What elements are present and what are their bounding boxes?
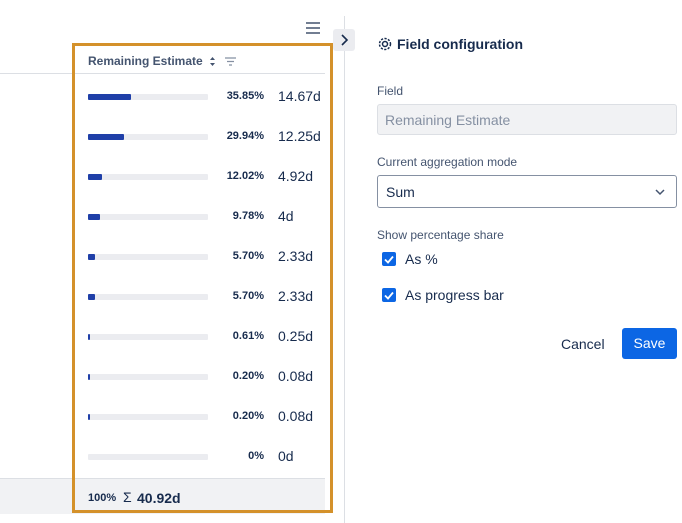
save-button[interactable]: Save — [622, 328, 677, 359]
estimate: 2.33d — [278, 288, 314, 304]
estimate: 2.33d — [278, 248, 314, 264]
progress-track — [88, 294, 208, 300]
highlight-box — [72, 43, 333, 513]
progress-track — [88, 214, 208, 220]
header-border — [0, 73, 325, 74]
estimate: 0d — [278, 448, 294, 464]
footer-total: 40.92d — [137, 490, 181, 506]
share-label: 0% — [248, 450, 264, 462]
check-mark — [384, 291, 394, 300]
share-label: 0.61% — [232, 330, 264, 342]
progress-track — [88, 134, 208, 140]
option-label: As progress bar — [405, 287, 504, 303]
field-value: Remaining Estimate — [385, 112, 511, 128]
share-label: Show percentage share — [377, 228, 504, 242]
mode-value: Sum — [386, 184, 415, 200]
mode-select[interactable]: Sum — [377, 175, 677, 208]
progress-bar — [88, 134, 124, 140]
progress-bar — [88, 414, 90, 420]
estimate: 4d — [278, 208, 294, 224]
progress-bar — [88, 254, 95, 260]
gear-icon — [378, 37, 392, 51]
progress-track — [88, 334, 208, 340]
menu-icon[interactable] — [305, 20, 321, 36]
share-label: 5.70% — [232, 290, 264, 302]
collapse-button[interactable] — [333, 29, 355, 51]
estimate: 4.92d — [278, 168, 314, 184]
progress-track — [88, 254, 208, 260]
share-label: 12.02% — [226, 170, 264, 182]
progress-track — [88, 454, 208, 460]
share-label: 0.20% — [232, 370, 264, 382]
cancel-button[interactable]: Cancel — [561, 336, 605, 352]
estimate: 14.67d — [278, 88, 321, 104]
panel-title: Field configuration — [397, 36, 523, 52]
progress-track — [88, 94, 208, 100]
progress-bar — [88, 214, 100, 220]
estimate: 12.25d — [278, 128, 321, 144]
share-label: 5.70% — [232, 250, 264, 262]
footer-bg — [0, 478, 325, 514]
progress-track — [88, 374, 208, 380]
check-mark — [384, 255, 394, 264]
footer-share: 100% — [88, 492, 117, 504]
estimate: 0.25d — [278, 328, 314, 344]
share-label: 29.94% — [226, 130, 264, 142]
progress-bar — [88, 334, 90, 340]
share-label: 0.20% — [232, 410, 264, 422]
checkbox[interactable] — [382, 288, 396, 302]
estimate: 0.08d — [278, 408, 314, 424]
progress-bar — [88, 174, 103, 180]
field-input: Remaining Estimate — [377, 104, 677, 135]
divider — [344, 16, 345, 523]
mode-label: Current aggregation mode — [377, 155, 518, 169]
checkbox[interactable] — [382, 252, 396, 266]
share-label: 9.78% — [232, 210, 264, 222]
sort-filter-icons[interactable] — [208, 56, 240, 68]
option-label: As % — [405, 251, 438, 267]
column-header[interactable]: Remaining Estimate — [88, 54, 203, 68]
progress-track — [88, 414, 208, 420]
progress-bar — [88, 94, 132, 100]
share-label: 35.85% — [226, 90, 264, 102]
progress-bar — [88, 374, 90, 380]
progress-track — [88, 174, 208, 180]
footer-symbol: Σ — [123, 489, 132, 505]
field-label: Field — [377, 84, 404, 98]
progress-bar — [88, 294, 95, 300]
estimate: 0.08d — [278, 368, 314, 384]
